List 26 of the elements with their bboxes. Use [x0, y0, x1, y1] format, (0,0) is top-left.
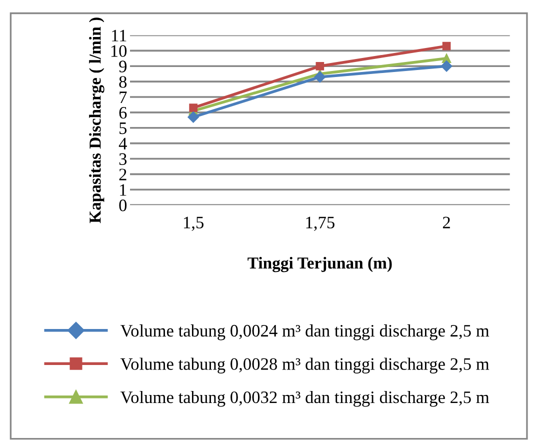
y-tick-label: 10	[111, 45, 127, 57]
y-axis-title: Kapasitas Discharge ( l/min )	[89, 18, 104, 224]
y-tick-label: 5	[120, 122, 127, 134]
point	[440, 60, 452, 72]
y-tick-label: 3	[119, 153, 127, 165]
point	[189, 104, 198, 112]
point	[314, 71, 326, 83]
y-tick-label: 2	[119, 168, 126, 180]
point	[442, 42, 451, 50]
legend-label: Volume tabung 0,0024 m³ dan tinggi discharge 2,5 m	[120, 324, 490, 340]
x-tick-label: 1,75	[306, 216, 334, 231]
y-tick-label: 0	[119, 200, 127, 212]
y-tick-label: 11	[112, 30, 126, 42]
y-tick-label: 1	[120, 184, 126, 196]
point	[316, 62, 324, 70]
y-tick-label: 4	[118, 138, 127, 150]
x-tick-label: 2	[442, 216, 450, 228]
y-tick-label: 7	[120, 92, 127, 104]
legend-label: Volume tabung 0,0032 m³ dan tinggi discharge 2,5 m	[120, 390, 490, 407]
point	[188, 111, 199, 123]
x-tick-label: 1,5	[184, 216, 204, 231]
legend-label: Volume tabung 0,0028 m³ dan tinggi discharge 2,5 m	[120, 358, 490, 374]
x-axis-title: Tinggi Terjunan (m)	[248, 256, 392, 272]
y-tick-label: 9	[119, 60, 127, 72]
y-tick-label: 8	[119, 76, 127, 88]
y-tick-label: 6	[119, 106, 127, 119]
